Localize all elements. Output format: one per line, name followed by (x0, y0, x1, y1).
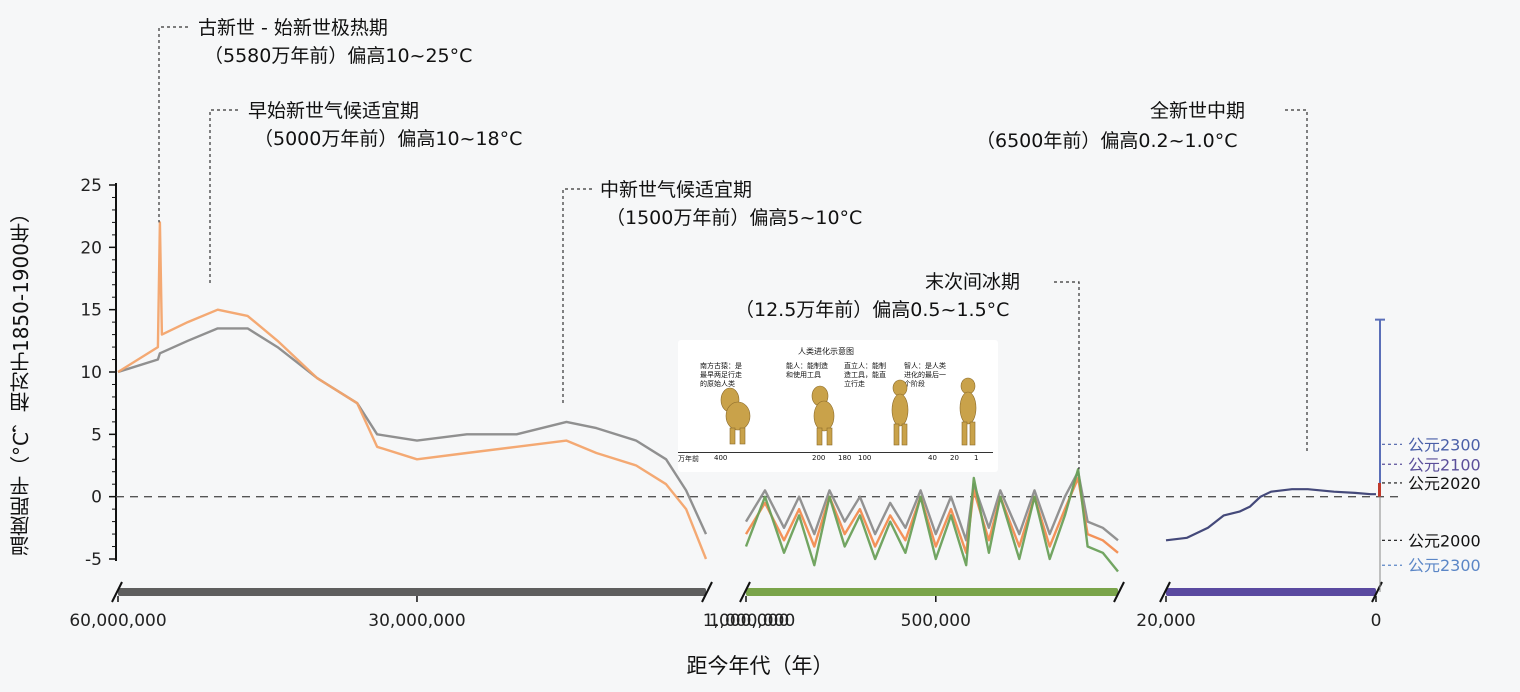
homo-erectus-figure (891, 379, 909, 446)
x-tick-label: 500,000 (901, 611, 971, 631)
axis-break-mark (701, 581, 713, 603)
annotation-title: 中新世气候适宜期 (600, 179, 753, 201)
inset-scale-tick: 200 (812, 454, 826, 462)
projection-label: 公元2300 (1408, 556, 1481, 575)
x-tick-label: 0 (1371, 611, 1382, 631)
axis-break-mark (1159, 581, 1171, 603)
annotation-lig-title: 末次间冰期 (925, 271, 1021, 293)
inset-label: 直立人：能制造工具，能直立行走 (844, 362, 886, 388)
series-green-glacial (744, 468, 1119, 573)
x-tick-label: 1,000,000 (709, 611, 796, 631)
annotation-eeco: 早始新世气候适宜期 （5000万年前）偏高10~18°C (248, 97, 522, 153)
y-tick-label: 0 (91, 488, 102, 508)
annotation-leader (209, 109, 238, 285)
series-gray-glacial (744, 470, 1119, 542)
projection-label: 公元2000 (1408, 531, 1481, 550)
annotation-leader (1054, 281, 1080, 470)
y-tick-label: 10 (80, 363, 102, 383)
x-axis-bar (118, 588, 706, 596)
x-tick-label: 30,000,000 (368, 611, 465, 631)
x-axis-bar (746, 588, 1118, 596)
annotation-detail: （5580万年前）偏高10~25°C (204, 45, 473, 67)
inset-scale-unit: 万年前 (678, 455, 699, 463)
annotation-leader (158, 26, 188, 223)
x-axis-label: 距今年代（年） (686, 654, 834, 678)
x-tick-label: 60,000,000 (69, 611, 166, 631)
inset-scale-tick: 20 (950, 454, 959, 462)
y-tick-label: 15 (80, 301, 102, 321)
series-orange-reconstruction (117, 221, 708, 560)
axis-break-mark (111, 581, 123, 603)
inset-figures (720, 377, 977, 446)
annotation-detail: （5000万年前）偏高10~18°C (254, 128, 523, 150)
annotation-title: 古新世 - 始新世极热期 (198, 17, 388, 39)
annotation-mid-holocene-title: 全新世中期 (1150, 100, 1246, 122)
y-tick-label: -5 (85, 550, 102, 570)
inset-label: 智人：是人类进化的最后一个阶段 (904, 362, 946, 388)
y-axis-label: 温度距平（°C，相对于1850-1900年） (9, 203, 33, 557)
x-tick-label: 1,000,000 (703, 611, 790, 631)
axis-break-mark (1113, 581, 1125, 603)
y-tick-label: 25 (80, 176, 102, 196)
y-tick-label: 5 (91, 425, 102, 445)
inset-scale-tick: 1 (974, 454, 979, 462)
inset-scale-tick: 180 (838, 454, 852, 462)
projection-label: 公元2100 (1408, 455, 1481, 474)
annotation-detail: （1500万年前）偏高5~10°C (606, 207, 863, 229)
inset-scale-tick: 40 (928, 454, 937, 462)
australopithecus-figure (720, 387, 751, 445)
inset-scale-line (678, 452, 993, 453)
projection-label: 公元2300 (1408, 435, 1481, 454)
inset-scale-tick: 100 (858, 454, 872, 462)
projection-2020-mark (1378, 482, 1381, 497)
annotation-leader (562, 188, 592, 404)
annotation-leader (1285, 109, 1308, 454)
annotation-mmco: 中新世气候适宜期 （1500万年前）偏高5~10°C (600, 176, 862, 232)
inset-label: 能人：能制造和使用工具 (786, 362, 828, 379)
annotation-title: 早始新世气候适宜期 (248, 100, 420, 122)
inset-scale-tick: 400 (714, 454, 728, 462)
annotation-mid-holocene-detail: （6500年前）偏高0.2~1.0°C (976, 130, 1238, 152)
axis-break-mark (739, 581, 751, 603)
human-evolution-inset: 人类进化示意图 南方古猿：是最早两足行走的原始人类 能人：能制造和使用工具 直立… (678, 340, 998, 472)
projection-label: 公元2020 (1408, 474, 1481, 493)
series-holocene-temperature (1165, 488, 1376, 542)
x-tick-label: 20,000 (1136, 611, 1195, 631)
homo-sapiens-figure (959, 377, 977, 446)
y-tick-label: 20 (80, 238, 102, 258)
inset-title: 人类进化示意图 (798, 347, 854, 356)
x-axis-bar (1166, 588, 1376, 596)
series-orange-glacial (744, 476, 1119, 554)
inset-label: 南方古猿：是最早两足行走的原始人类 (700, 362, 742, 388)
annotation-lig-detail: （12.5万年前）偏高0.5~1.5°C (735, 299, 1010, 321)
homo-habilis-figure (811, 385, 835, 446)
series-gray-reconstruction (117, 327, 708, 535)
annotation-petm: 古新世 - 始新世极热期 （5580万年前）偏高10~25°C (198, 14, 472, 70)
